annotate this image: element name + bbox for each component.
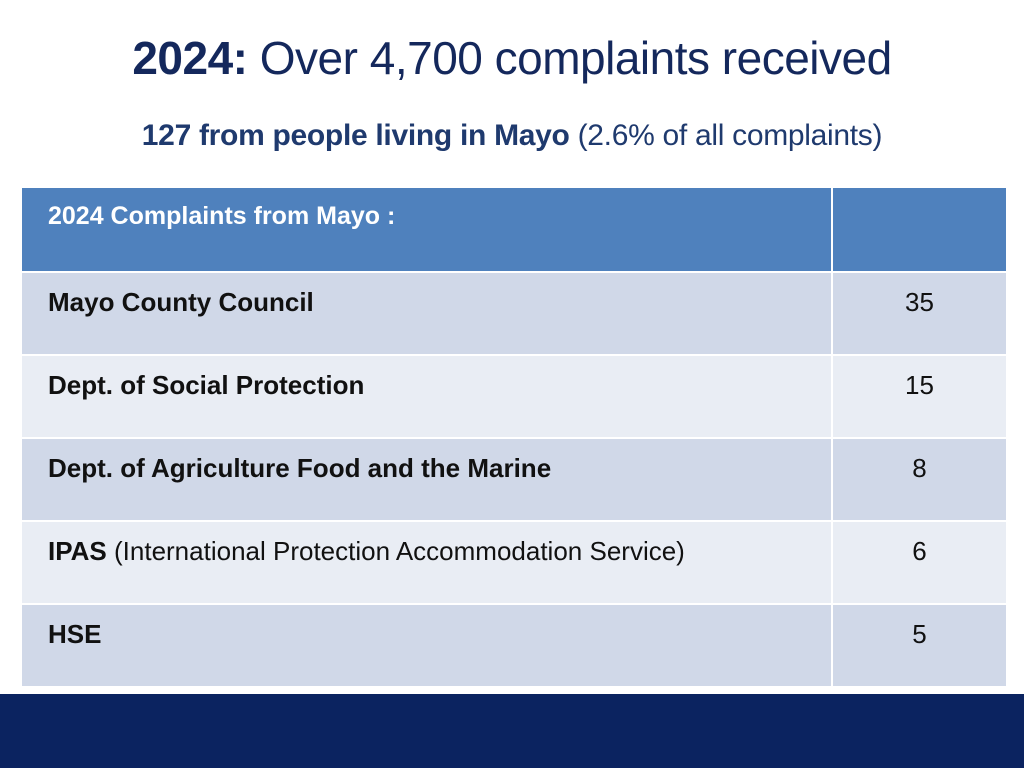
row-count: 15	[905, 370, 934, 400]
table-header-value	[833, 188, 1006, 271]
table-header-row: 2024 Complaints from Mayo :	[22, 188, 1006, 273]
complaints-table: 2024 Complaints from Mayo : Mayo County …	[22, 188, 1006, 688]
row-name: Mayo County Council	[48, 287, 314, 317]
footer-bar	[0, 694, 1024, 768]
table-header-label: 2024 Complaints from Mayo :	[22, 188, 833, 271]
row-count: 6	[912, 536, 927, 566]
row-name: HSE	[48, 619, 102, 649]
table-row: IPAS (International Protection Accommoda…	[22, 522, 1006, 605]
slide-title: 2024: Over 4,700 complaints received	[0, 28, 1024, 88]
row-count: 8	[912, 453, 927, 483]
row-name-cell: Dept. of Agriculture Food and the Marine	[22, 439, 833, 520]
row-name-cell: IPAS (International Protection Accommoda…	[22, 522, 833, 603]
table-row: Mayo County Council 35	[22, 273, 1006, 356]
row-name-cell: Dept. of Social Protection	[22, 356, 833, 437]
row-count: 35	[905, 287, 934, 317]
row-name-cell: HSE	[22, 605, 833, 686]
table-row: Dept. of Agriculture Food and the Marine…	[22, 439, 1006, 522]
row-name: Dept. of Agriculture Food and the Marine	[48, 453, 552, 483]
row-name-detail: (International Protection Accommodation …	[114, 536, 685, 566]
title-year: 2024:	[132, 32, 248, 84]
slide-subtitle: 127 from people living in Mayo (2.6% of …	[0, 112, 1024, 160]
title-text: Over 4,700 complaints received	[259, 32, 892, 84]
subtitle-bold: 127 from people living in Mayo	[141, 119, 570, 152]
row-count: 5	[912, 619, 927, 649]
subtitle-text: (2.6% of all complaints)	[577, 119, 883, 152]
table-row: Dept. of Social Protection 15	[22, 356, 1006, 439]
table-row: HSE 5	[22, 605, 1006, 688]
row-name: Dept. of Social Protection	[48, 370, 365, 400]
row-name-cell: Mayo County Council	[22, 273, 833, 354]
row-name: IPAS	[48, 536, 107, 566]
